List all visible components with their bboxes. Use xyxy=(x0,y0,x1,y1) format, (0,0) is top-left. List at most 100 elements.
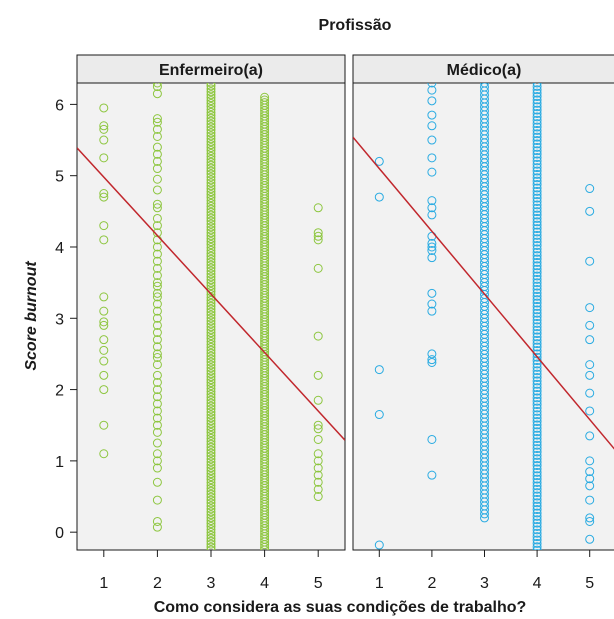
scatter-point xyxy=(206,339,216,349)
scatter-point xyxy=(152,413,162,423)
scatter-point xyxy=(206,460,216,470)
scatter-point xyxy=(99,317,109,327)
scatter-point xyxy=(532,369,542,379)
scatter-point xyxy=(532,146,542,156)
scatter-point xyxy=(152,221,162,231)
y-axis-label-prefix: Score xyxy=(23,322,40,371)
scatter-point xyxy=(206,313,216,323)
scatter-point xyxy=(152,313,162,323)
scatter-point xyxy=(152,156,162,166)
scatter-point xyxy=(427,299,437,309)
panel-header-medico xyxy=(352,54,614,84)
scatter-point xyxy=(206,331,216,341)
scatter-point xyxy=(99,235,109,245)
scatter-point xyxy=(206,436,216,446)
scatter-point xyxy=(427,96,437,106)
scatter-point xyxy=(206,475,216,485)
scatter-point xyxy=(206,137,216,147)
scatter-point xyxy=(152,288,162,298)
scatter-point xyxy=(532,389,542,399)
scatter-point xyxy=(152,203,162,213)
scatter-point xyxy=(206,240,216,250)
scatter-point xyxy=(532,251,542,261)
scatter-point xyxy=(206,119,216,129)
scatter-point xyxy=(532,291,542,301)
scatter-point xyxy=(532,420,542,430)
scatter-point xyxy=(206,99,216,109)
scatter-point xyxy=(532,521,542,531)
scatter-point xyxy=(532,467,542,477)
scatter-point xyxy=(206,207,216,217)
scatter-point xyxy=(532,498,542,508)
x-tick-label: 3 xyxy=(207,575,216,592)
scatter-point xyxy=(152,449,162,459)
scatter-point xyxy=(152,117,162,127)
scatter-point xyxy=(532,186,542,196)
panel-header-enfermeiro xyxy=(76,54,346,84)
scatter-point xyxy=(206,298,216,308)
scatter-point xyxy=(206,275,216,285)
scatter-point xyxy=(532,410,542,420)
scatter-point xyxy=(427,196,437,206)
scatter-point xyxy=(206,378,216,388)
scatter-point xyxy=(99,189,109,199)
scatter-point xyxy=(152,406,162,416)
scatter-point xyxy=(532,366,542,376)
scatter-point xyxy=(532,102,542,112)
scatter-point xyxy=(206,134,216,144)
scatter-point xyxy=(206,140,216,150)
scatter-point xyxy=(532,423,542,433)
scatter-point xyxy=(532,308,542,318)
scatter-point xyxy=(206,360,216,370)
x-axis: 1 2 3 4 5 1 2 3 4 5 xyxy=(99,550,594,592)
scatter-point xyxy=(206,466,216,476)
scatter-point xyxy=(585,406,595,416)
scatter-point xyxy=(152,199,162,209)
scatter-point xyxy=(152,299,162,309)
scatter-point xyxy=(532,203,542,213)
scatter-point xyxy=(152,263,162,273)
scatter-point xyxy=(206,107,216,117)
scatter-point xyxy=(152,149,162,159)
marks-panel-1 xyxy=(353,83,614,550)
scatter-point xyxy=(532,471,542,481)
scatter-point xyxy=(532,511,542,521)
scatter-point xyxy=(206,469,216,479)
scatter-point xyxy=(532,193,542,203)
scatter-point xyxy=(152,142,162,152)
scatter-point xyxy=(206,213,216,223)
scatter-point xyxy=(585,206,595,216)
scatter-point xyxy=(206,310,216,320)
scatter-point xyxy=(313,484,323,494)
scatter-point xyxy=(206,116,216,126)
scatter-point xyxy=(206,457,216,467)
y-tick-label: 0 xyxy=(55,525,64,542)
scatter-point xyxy=(206,530,216,540)
scatter-point xyxy=(206,442,216,452)
scatter-point xyxy=(206,101,216,111)
scatter-point xyxy=(532,173,542,183)
scatter-point xyxy=(260,98,270,108)
scatter-point xyxy=(585,534,595,544)
scatter-point xyxy=(206,113,216,123)
regression-line xyxy=(77,147,345,441)
scatter-point xyxy=(532,488,542,498)
scatter-point xyxy=(206,234,216,244)
scatter-point xyxy=(206,425,216,435)
scatter-point xyxy=(206,504,216,514)
scatter-point xyxy=(99,192,109,202)
scatter-point xyxy=(152,392,162,402)
x-tick-label: 1 xyxy=(99,575,108,592)
scatter-point xyxy=(532,518,542,528)
scatter-point xyxy=(532,342,542,352)
scatter-point xyxy=(532,335,542,345)
scatter-point xyxy=(374,540,384,550)
x-tick-label: 1 xyxy=(375,575,384,592)
scatter-point xyxy=(532,224,542,234)
scatter-point xyxy=(374,365,384,375)
scatter-point xyxy=(532,515,542,525)
scatter-point xyxy=(99,292,109,302)
scatter-point xyxy=(532,210,542,220)
scatter-point xyxy=(206,489,216,499)
scatter-point xyxy=(206,533,216,543)
